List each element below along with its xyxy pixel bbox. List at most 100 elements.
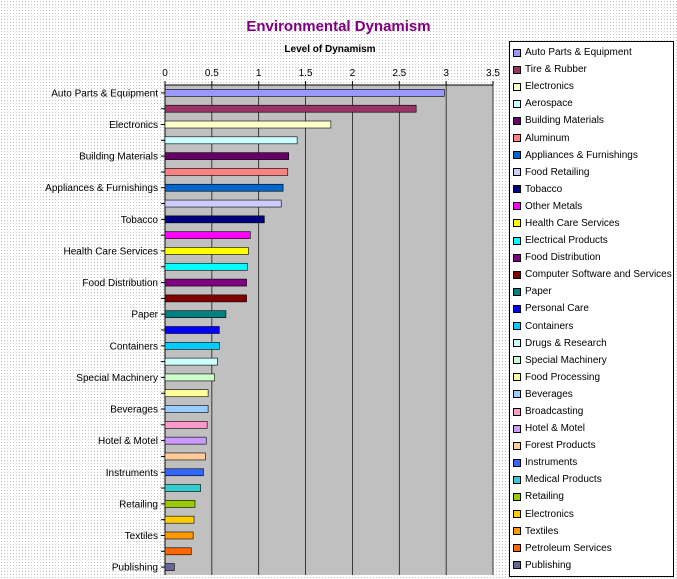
category-label: Auto Parts & Equipment [51,88,158,99]
bar [164,310,227,318]
legend-label: Containers [525,320,574,332]
category-label: Hotel & Motel [98,436,158,447]
bar [164,183,284,192]
legend-swatch [513,65,521,74]
x-tick-label: 0.5 [205,68,219,79]
legend-item: Auto Parts & Equipment [513,44,673,61]
legend-item: Publishing [513,557,673,574]
legend-label: Broadcasting [525,406,584,418]
bar [164,547,192,556]
bar [164,500,196,508]
category-label: Health Care Services [64,246,158,257]
legend-label: Tobacco [525,183,563,195]
legend-item: Tobacco [513,181,673,198]
legend-item: Beverages [513,386,673,403]
legend-swatch [513,544,521,553]
bar [164,262,248,271]
legend-swatch [513,219,521,228]
bar [164,563,175,571]
legend-swatch [513,424,521,433]
legend-item: Retailing [513,488,673,505]
legend-item: Broadcasting [513,403,673,420]
legend-label: Retailing [525,491,564,503]
legend-swatch [513,373,521,382]
bar [164,531,194,540]
legend-label: Medical Products [525,474,602,486]
bar [164,468,204,477]
legend-swatch [513,441,521,450]
category-label: Food Distribution [82,278,158,289]
legend-label: Health Care Services [525,217,620,229]
x-axis-label: Level of Dynamism [284,44,376,55]
legend-label: Food Retailing [525,166,590,178]
legend-swatch [513,151,521,160]
bar [164,342,220,350]
legend-swatch [513,390,521,399]
legend-label: Paper [525,286,552,298]
legend-swatch [513,134,521,143]
legend-label: Electrical Products [525,235,608,247]
legend-swatch [513,270,521,279]
legend-label: Textiles [525,525,559,537]
legend-item: Special Machinery [513,352,673,369]
legend-label: Personal Care [525,303,589,315]
category-label: Textiles [125,531,158,542]
category-label: Electronics [109,120,158,131]
x-tick-label: 0 [162,68,168,79]
legend-swatch [513,253,521,262]
legend-item: Petroleum Services [513,540,673,557]
legend-label: Appliances & Furnishings [525,149,638,161]
category-label: Tobacco [121,215,159,226]
legend-label: Aluminum [525,132,570,144]
bar [164,89,445,97]
category-label: Retailing [119,499,158,510]
legend-label: Special Machinery [525,354,607,366]
legend-item: Appliances & Furnishings [513,147,673,164]
legend-label: Aerospace [525,98,573,110]
category-label: Appliances & Furnishings [45,183,158,194]
legend-item: Other Metals [513,198,673,215]
x-tick-label: 2 [350,68,356,79]
bar [164,436,207,445]
legend-item: Tire & Rubber [513,61,673,78]
category-label: Publishing [112,563,158,574]
x-tick-label: 1 [256,68,262,79]
x-tick-label: 3.5 [486,68,500,79]
legend-swatch [513,99,521,108]
bar [164,215,265,224]
bar [164,136,298,145]
legend-item: Electronics [513,78,673,95]
legend-item: Paper [513,283,673,300]
legend-item: Aluminum [513,129,673,146]
legend-swatch [513,202,521,211]
x-tick-label: 1.5 [299,68,313,79]
bar [164,168,289,176]
bar [164,278,247,287]
legend-item: Food Retailing [513,164,673,181]
legend-swatch [513,168,521,177]
bar [164,452,206,461]
legend-label: Computer Software and Services [525,269,672,281]
legend-swatch [513,339,521,348]
legend-label: Tire & Rubber [525,64,587,76]
legend-item: Drugs & Research [513,335,673,352]
legend-item: Textiles [513,523,673,540]
legend-item: Building Materials [513,112,673,129]
category-label: Instruments [106,468,158,479]
x-tick-label: 2.5 [392,68,406,79]
legend-label: Publishing [525,559,572,571]
legend-item: Electronics [513,506,673,523]
chart-title: Environmental Dynamism [246,18,431,35]
legend-item: Medical Products [513,471,673,488]
bar [164,405,209,413]
category-label: Building Materials [79,152,158,163]
legend-swatch [513,322,521,331]
legend-swatch [513,458,521,467]
bar [164,484,201,492]
bar [164,373,215,382]
legend-label: Auto Parts & Equipment [525,47,632,59]
bar [164,515,195,524]
legend-swatch [513,116,521,125]
legend-swatch [513,561,521,570]
legend-swatch [513,236,521,245]
